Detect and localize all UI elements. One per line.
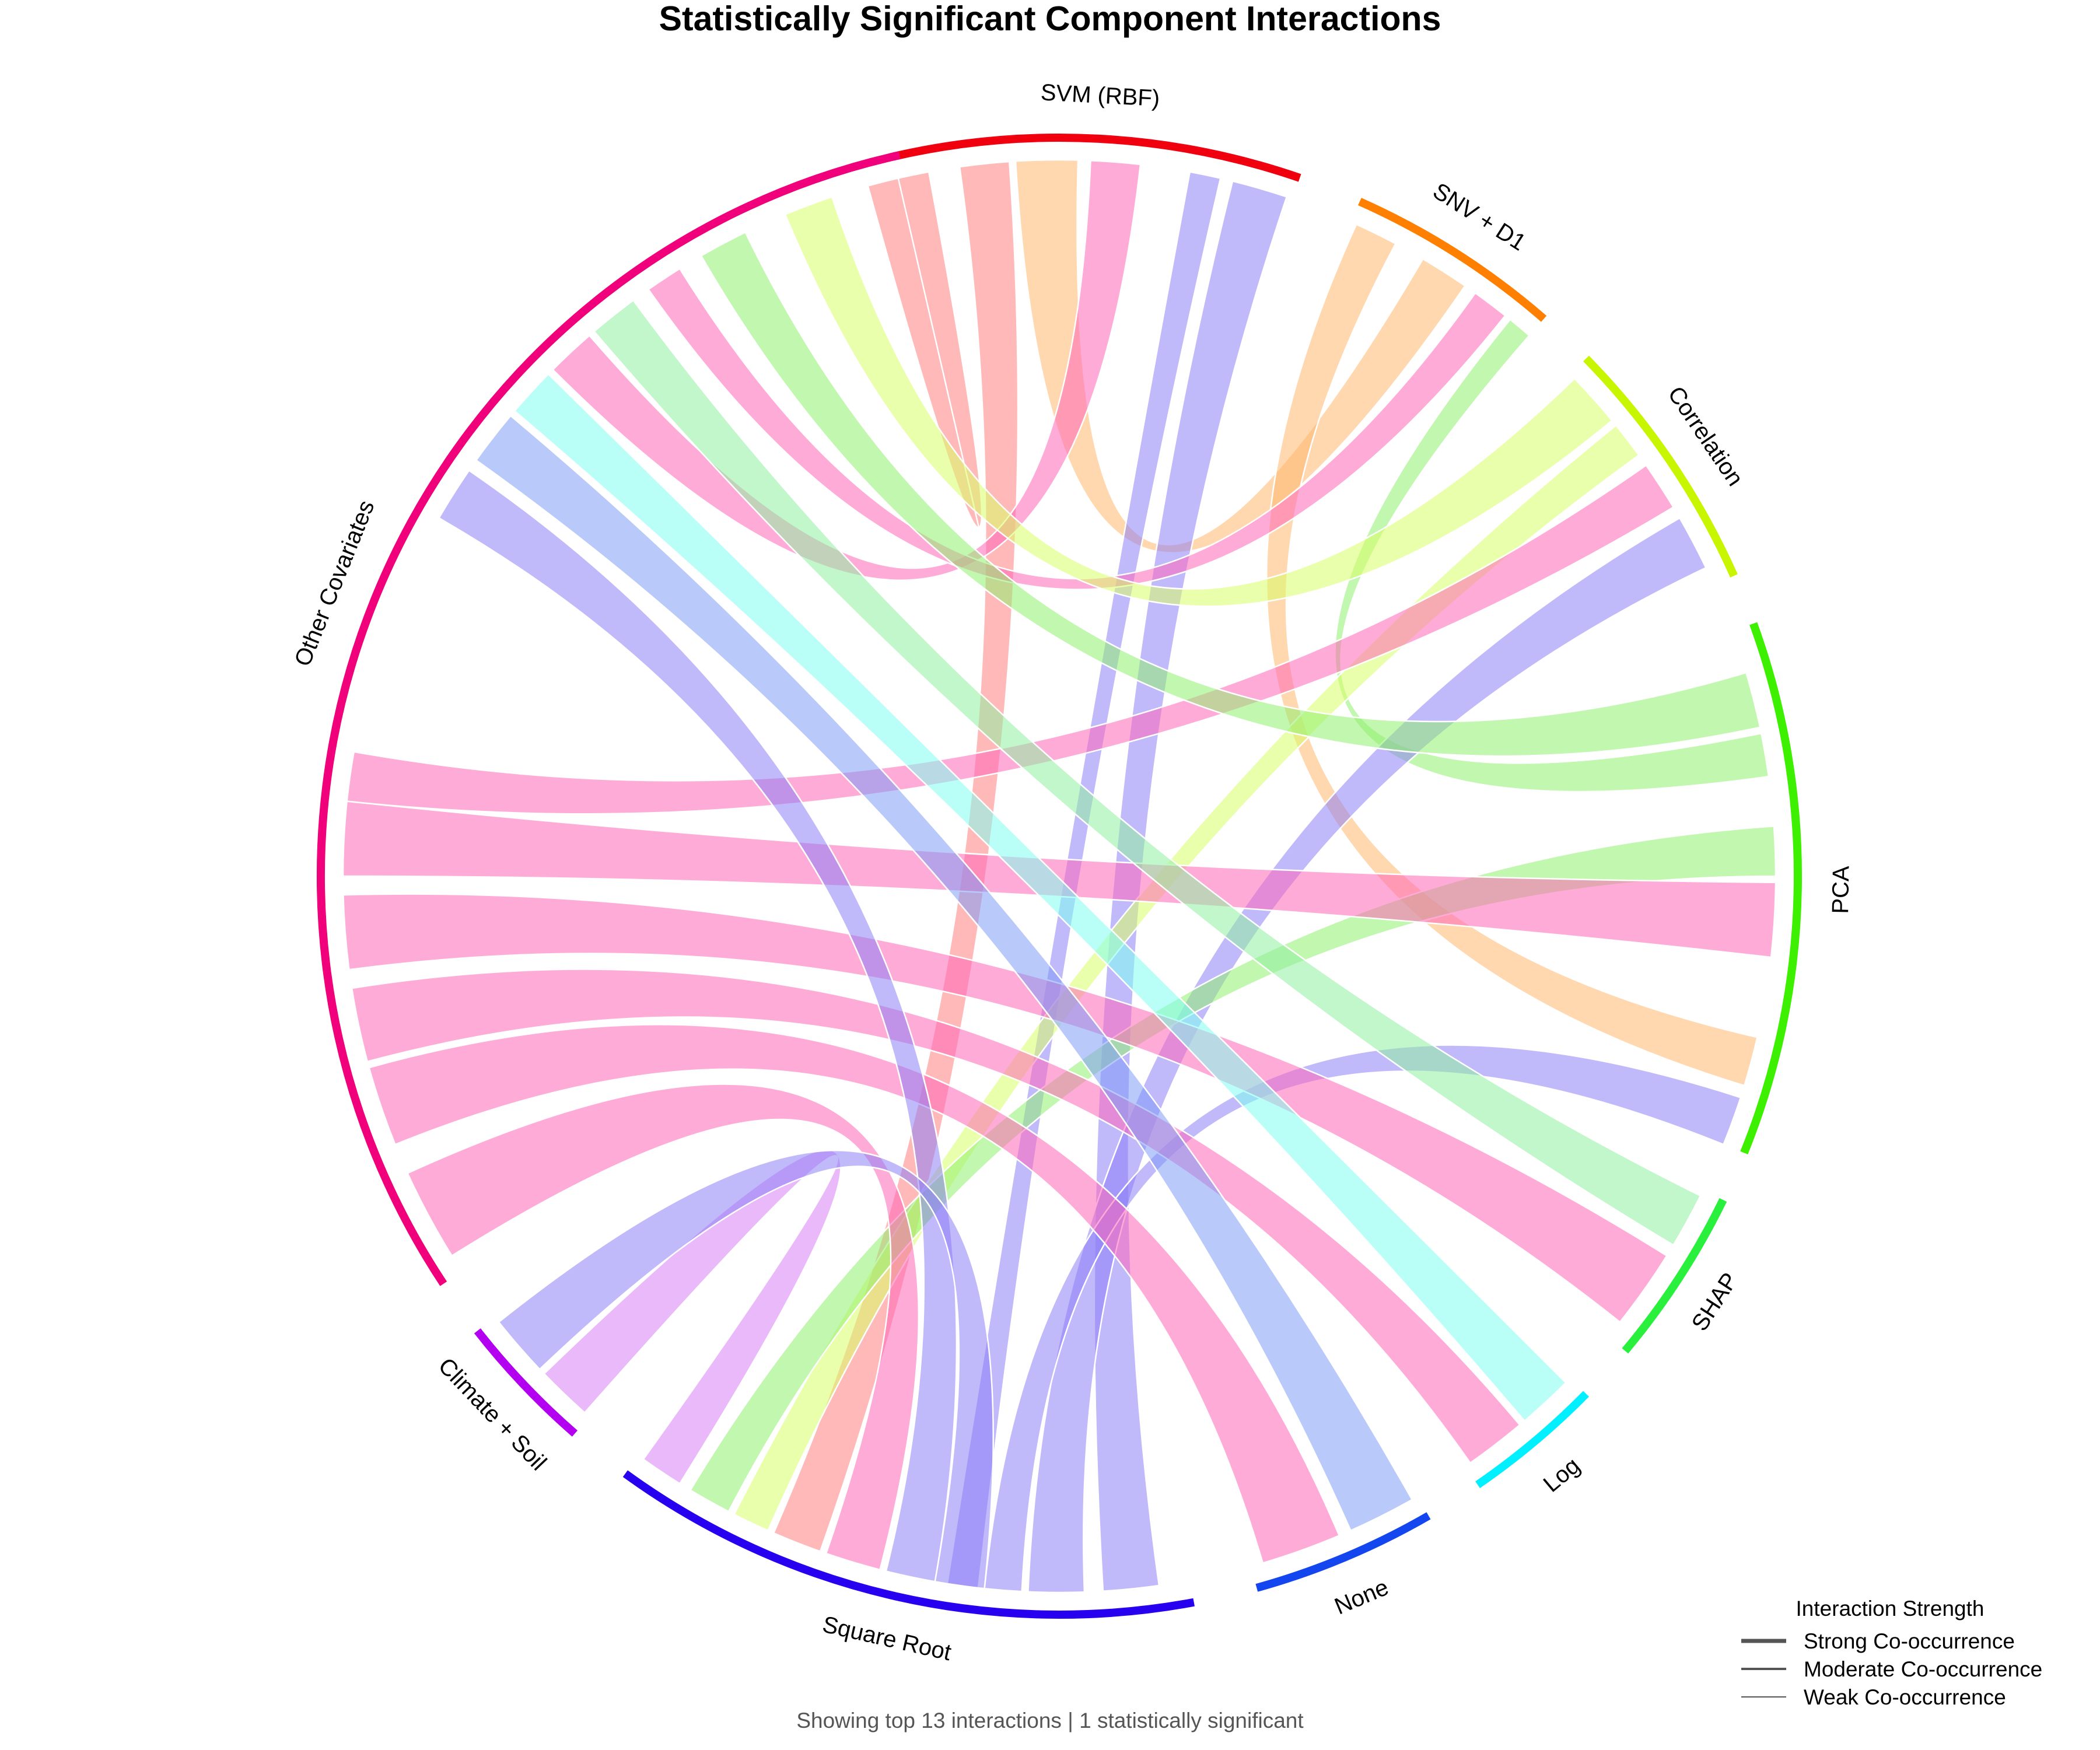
legend: Interaction Strength Strong Co-occurrenc… bbox=[1741, 1597, 2042, 1709]
segment-label-log: Log bbox=[1539, 1452, 1585, 1497]
ribbon-square-root-to-other-covariates-24 bbox=[406, 1083, 920, 1571]
chart-footnote: Showing top 13 interactions | 1 statisti… bbox=[796, 1709, 1304, 1732]
ribbon-pca-to-other-covariates-13 bbox=[700, 231, 1761, 757]
ribbon-climate-soil-to-square-root-26 bbox=[498, 1149, 994, 1590]
legend-label-weak: Weak Co-occurrence bbox=[1804, 1685, 2006, 1709]
segment-label-climate-soil: Climate + Soil bbox=[433, 1353, 552, 1475]
segment-arc-none bbox=[1255, 1512, 1431, 1592]
legend-label-strong: Strong Co-occurrence bbox=[1804, 1629, 2015, 1653]
segment-arc-group bbox=[316, 133, 1803, 1619]
segment-label-svm-rbf: SVM (RBF) bbox=[1040, 79, 1160, 111]
segment-label-shap: SHAP bbox=[1687, 1268, 1743, 1335]
segment-arc-correlation bbox=[1583, 355, 1738, 578]
segment-label-square-root: Square Root bbox=[820, 1612, 954, 1666]
ribbon-shap-to-other-covariates-17 bbox=[593, 299, 1702, 1247]
segment-arc-other-covariates bbox=[316, 151, 901, 1286]
segment-label-other-covariates: Other Covariates bbox=[290, 497, 380, 670]
segment-arc-square-root bbox=[622, 1470, 1195, 1619]
segment-arc-pca bbox=[1740, 622, 1803, 1154]
ribbon-correlation-to-other-covariates-9 bbox=[784, 195, 1614, 607]
ribbon-group bbox=[342, 159, 1777, 1594]
segment-arc-climate-soil bbox=[474, 1328, 578, 1437]
legend-label-moderate: Moderate Co-occurrence bbox=[1804, 1657, 2042, 1681]
ribbon-square-root-to-other-covariates-23 bbox=[438, 469, 958, 1583]
segment-arc-shap bbox=[1622, 1198, 1727, 1354]
ribbon-snv-d1-to-other-covariates-7 bbox=[647, 267, 1507, 590]
ribbon-none-to-other-covariates-22 bbox=[368, 1024, 1340, 1564]
ribbon-none-to-other-covariates-21 bbox=[475, 414, 1413, 1532]
legend-title: Interaction Strength bbox=[1796, 1597, 1985, 1620]
ribbon-svm-rbf-to-snv-d1-2 bbox=[1014, 159, 1466, 554]
segment-label-none: None bbox=[1331, 1574, 1392, 1620]
ribbon-log-to-other-covariates-19 bbox=[513, 373, 1567, 1422]
ribbon-square-root-to-climate-soil-25 bbox=[542, 1149, 842, 1485]
ribbon-snv-d1-to-pca-6 bbox=[1265, 223, 1758, 1087]
segment-label-pca: PCA bbox=[1828, 866, 1854, 914]
ribbon-correlation-to-square-root-10 bbox=[733, 424, 1640, 1532]
segment-arc-svm-rbf bbox=[892, 133, 1301, 182]
segment-arc-log bbox=[1475, 1391, 1589, 1489]
chart-title: Statistically Significant Component Inte… bbox=[659, 0, 1441, 38]
segment-arc-snv-d1 bbox=[1358, 198, 1547, 322]
